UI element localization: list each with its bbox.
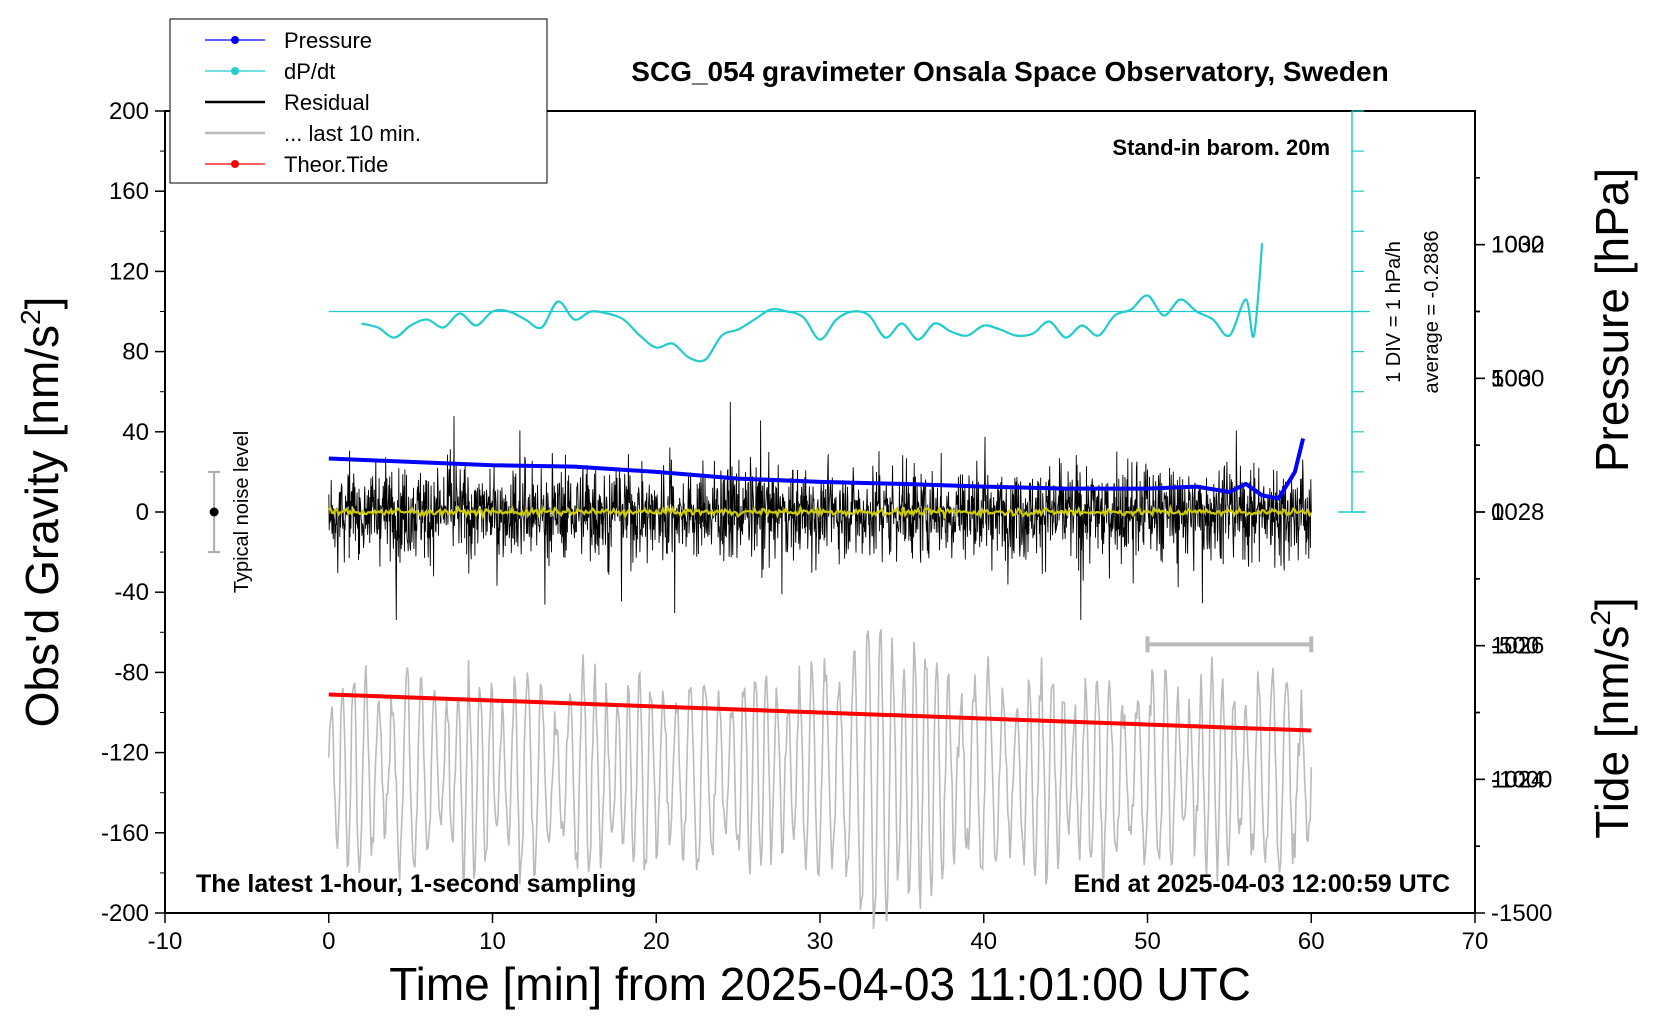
x-tick-label: 60	[1298, 928, 1325, 955]
series-pressure	[328, 438, 1306, 501]
legend-marker	[231, 67, 239, 75]
legend-label: dP/dt	[284, 59, 335, 84]
x-tick-label: 10	[479, 928, 506, 955]
x-tick-label: 30	[807, 928, 834, 955]
series-residual-mean	[328, 503, 1313, 521]
tide-tick-label: -1000	[1491, 766, 1552, 793]
y-tick-label: 200	[109, 98, 149, 125]
x-axis-title: Time [min] from 2025-04-03 11:01:00 UTC	[389, 958, 1251, 1010]
tide-tick-label: 0	[1491, 499, 1504, 526]
pressure-tick-label: 1026	[1491, 633, 1544, 660]
tide-tick-label: 1000	[1491, 232, 1544, 259]
y-tick-label: 0	[136, 499, 149, 526]
series-dpdt	[361, 243, 1264, 363]
legend-entry: Residual	[205, 90, 370, 115]
legend-marker	[231, 36, 239, 44]
y-axis-title-left-close: ]	[16, 297, 68, 310]
x-tick-label: 40	[970, 928, 997, 955]
pressure-tick-label: 1028	[1491, 499, 1544, 526]
series-layer	[208, 110, 1370, 929]
legend-entry: Theor.Tide	[205, 152, 388, 177]
legend-entry: dP/dt	[205, 59, 335, 84]
series-theoretical-tide	[328, 692, 1312, 733]
chart-title: SCG_054 gravimeter Onsala Space Observat…	[631, 56, 1388, 87]
noise-level-label: Typical noise level	[231, 431, 253, 593]
y-tick-label: -200	[101, 900, 149, 927]
y-tick-label: -40	[114, 579, 149, 606]
series-residual	[328, 401, 1312, 621]
y-axis-title-tide-close: ]	[1586, 597, 1638, 610]
x-tick-label: 20	[643, 928, 670, 955]
tide-tick-label: -1500	[1491, 900, 1552, 927]
y-axis-title-tide: Tide [nm/s2]	[1585, 597, 1638, 838]
y-tick-label: -80	[114, 659, 149, 686]
y-axis-title-left: Obs'd Gravity [nm/s2]	[15, 297, 68, 728]
y-tick-label: 160	[109, 178, 149, 205]
legend-label: Residual	[284, 90, 370, 115]
y-tick-label: 80	[122, 339, 149, 366]
y-tick-label: -120	[101, 740, 149, 767]
noise-level-dot	[209, 507, 219, 517]
div-scale-note: 1 DIV = 1 hPa/h	[1383, 241, 1405, 383]
legend-entries: Pressure dP/dt Residual ... last 10 min. The…	[205, 28, 421, 177]
y-axis-title-left-sup: 2	[15, 309, 46, 325]
y-tick-label: 40	[122, 419, 149, 446]
pressure-tick-label: 1030	[1491, 365, 1544, 392]
pressure-tick-label: 1032	[1491, 232, 1544, 259]
axis-ticks: -10 0 10 20 30 40 50 60 70 -200 -160 -120 -80 -40 0 40 8…	[101, 98, 1552, 955]
y-axis-title-pressure: Pressure [hPa]	[1586, 168, 1638, 472]
y-tick-label: -160	[101, 820, 149, 847]
legend: Pressure dP/dt Residual ... last 10 min. The…	[169, 18, 548, 184]
pressure-tick-label: 1024	[1491, 766, 1544, 793]
x-tick-label: 50	[1134, 928, 1161, 955]
y-axis-title-tide-sup: 2	[1585, 610, 1616, 626]
y-axis-title-tide-text: Tide [nm/s	[1586, 626, 1638, 839]
barometer-note: Stand-in barom. 20m	[1112, 135, 1330, 160]
legend-label: ... last 10 min.	[284, 121, 421, 146]
end-time-note: End at 2025-04-03 12:00:59 UTC	[1073, 870, 1450, 898]
average-note: average = -0.2886	[1421, 231, 1443, 394]
x-tick-label: -10	[148, 928, 183, 955]
legend-marker	[231, 160, 239, 168]
legend-entry: Pressure	[205, 28, 372, 53]
series-last-10-min	[328, 629, 1313, 929]
legend-label: Pressure	[284, 28, 372, 53]
y-axis-title-left-text: Obs'd Gravity [nm/s	[16, 325, 68, 727]
legend-entry: ... last 10 min.	[205, 121, 421, 146]
tide-tick-label: 500	[1491, 365, 1531, 392]
x-tick-label: 0	[322, 928, 335, 955]
sampling-note: The latest 1-hour, 1-second sampling	[196, 870, 636, 898]
tide-tick-label: -500	[1491, 633, 1539, 660]
legend-label: Theor.Tide	[284, 152, 388, 177]
y-tick-label: 120	[109, 258, 149, 285]
x-tick-label: 70	[1462, 928, 1489, 955]
